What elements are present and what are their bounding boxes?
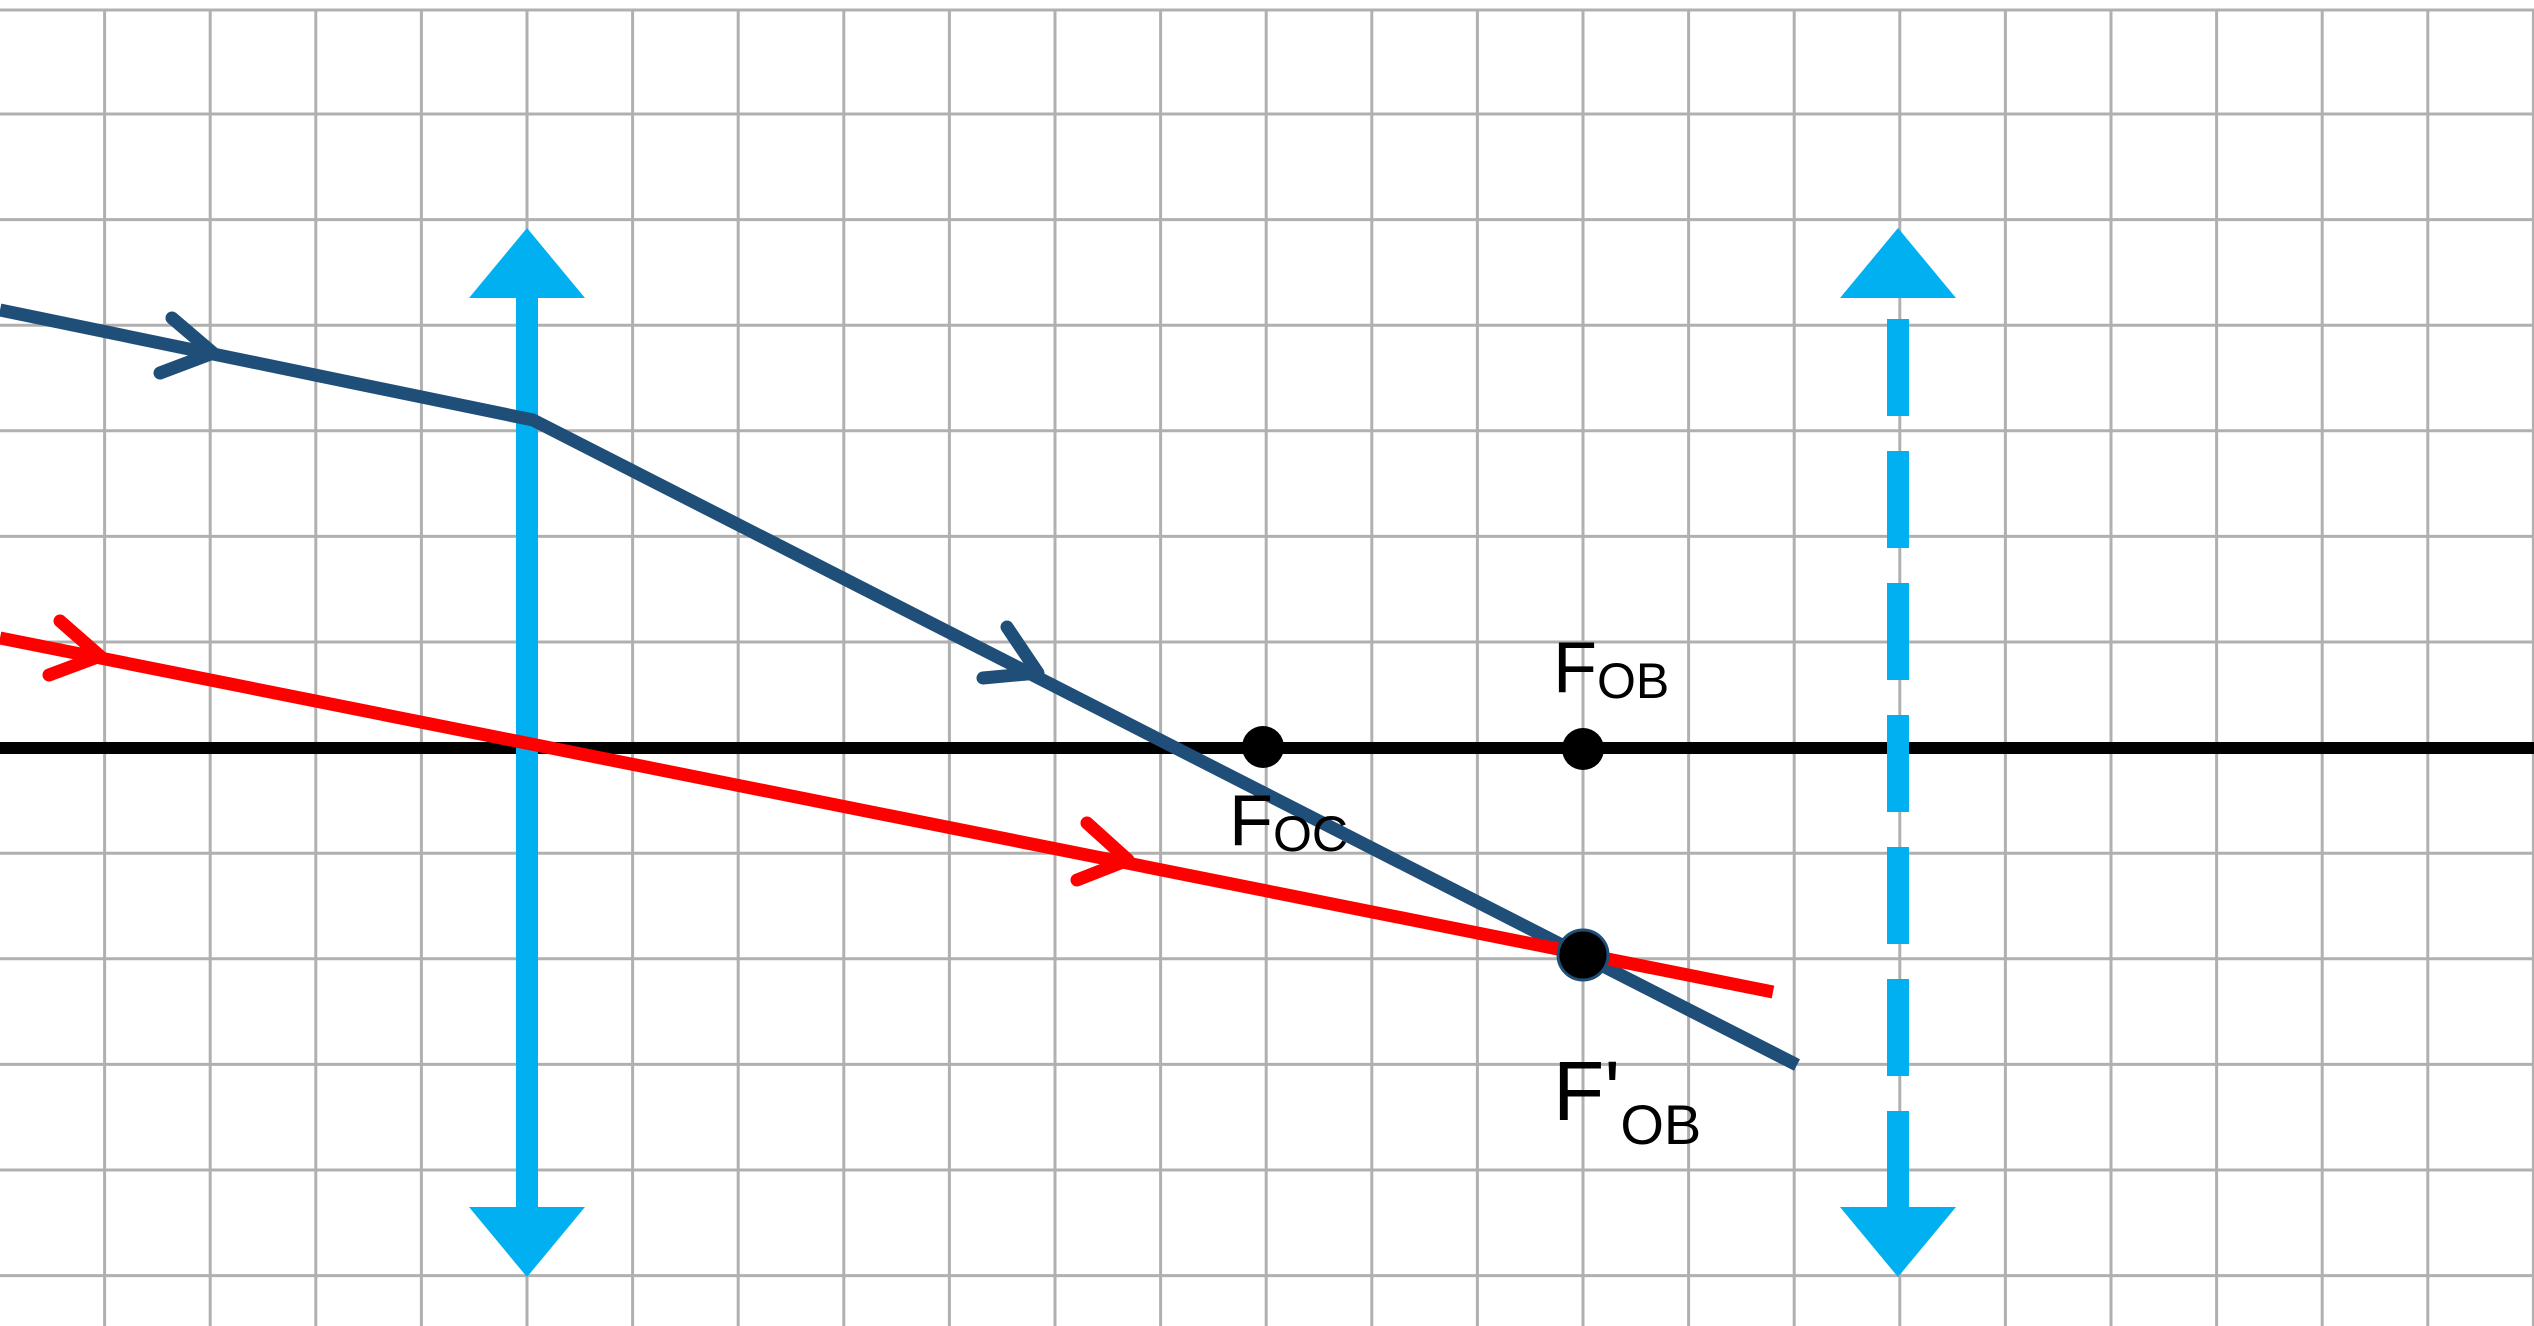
red-ray	[0, 614, 1775, 999]
point-f-prime-ob	[1556, 928, 1610, 982]
label-f-ob: FOB	[1553, 628, 1669, 709]
lens-top-arrowhead	[469, 228, 585, 298]
lens-bottom-arrowhead	[469, 1207, 585, 1277]
lens-bottom-arrowhead	[1840, 1207, 1956, 1277]
converging-lens	[469, 228, 585, 1277]
blue-ray-path	[0, 303, 1800, 1071]
red-ray-arrowhead	[1070, 816, 1135, 887]
blue-ray-arrowhead	[976, 620, 1045, 685]
blue-ray-arrowhead	[153, 311, 220, 380]
label-f-oc: FOC	[1229, 781, 1348, 862]
lens-top-arrowhead	[1840, 228, 1956, 298]
red-ray-arrowhead	[42, 614, 107, 682]
label-f-prime-ob: F'OB	[1553, 1044, 1701, 1156]
point-f-ob	[1562, 728, 1604, 770]
diverging-lens	[1840, 228, 1956, 1277]
point-f-oc	[1242, 726, 1284, 768]
grid	[0, 8, 2534, 1326]
red-ray-path	[0, 631, 1775, 999]
blue-ray	[0, 303, 1800, 1071]
